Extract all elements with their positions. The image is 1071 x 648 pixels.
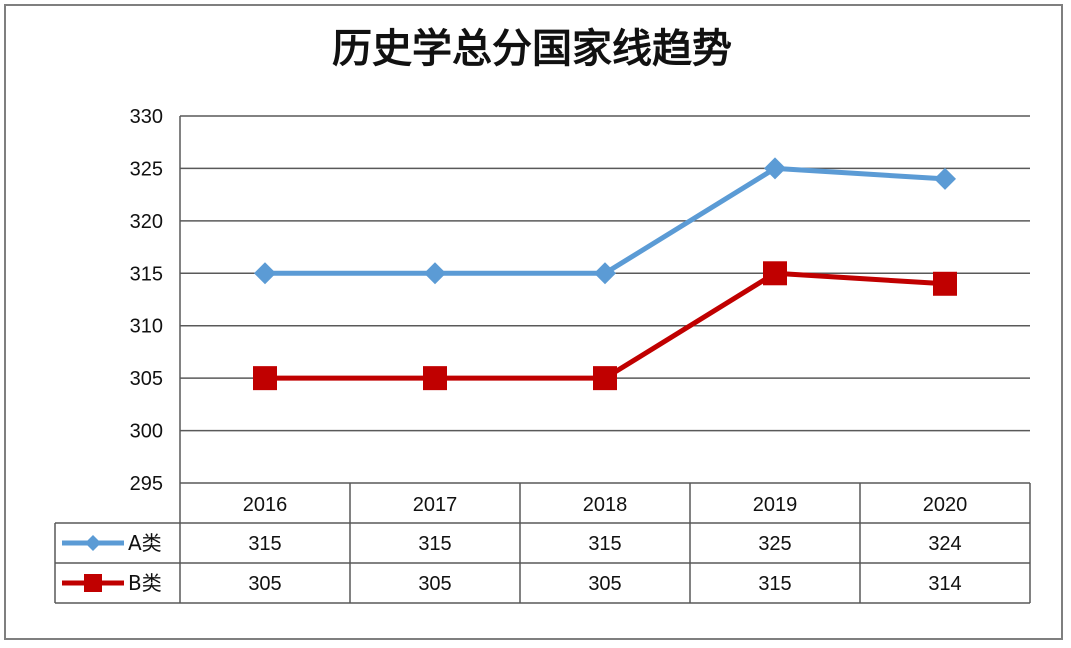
data-point-marker — [593, 366, 617, 391]
data-point-marker — [423, 366, 447, 391]
data-table-value: 305 — [248, 573, 281, 595]
y-tick-label: 300 — [130, 421, 163, 443]
chart-title: 历史学总分国家线趋势 — [332, 25, 732, 72]
legend-label: B类 — [128, 571, 162, 595]
x-tick-label: 2017 — [413, 494, 458, 516]
legend-label: A类 — [128, 531, 162, 555]
series-lines — [253, 157, 957, 391]
data-table-value: 305 — [588, 573, 621, 595]
x-tick-label: 2018 — [583, 494, 628, 516]
legend-marker — [85, 535, 101, 551]
y-tick-label: 325 — [130, 158, 163, 180]
data-table-value: 325 — [758, 533, 791, 555]
x-tick-label: 2019 — [753, 494, 798, 516]
data-table-value: 315 — [588, 533, 621, 555]
y-tick-label: 310 — [130, 316, 163, 338]
data-table-value: 305 — [418, 573, 451, 595]
data-point-marker — [594, 262, 616, 285]
data-table: A类 315 315 315 325 324 B类 305 305 305 315 314 — [54, 483, 1031, 604]
data-table-value: 315 — [248, 533, 281, 555]
data-table-value: 315 — [418, 533, 451, 555]
data-table-value: 314 — [928, 573, 961, 595]
y-tick-label: 305 — [130, 368, 163, 390]
data-point-marker — [254, 262, 276, 285]
data-table-value: 324 — [928, 533, 961, 555]
data-point-marker — [763, 261, 787, 286]
data-point-marker — [424, 262, 446, 285]
y-tick-label: 330 — [130, 106, 163, 128]
data-point-marker — [934, 167, 956, 190]
data-point-marker — [764, 157, 786, 180]
gridlines — [179, 115, 1030, 603]
x-tick-label: 2016 — [243, 494, 288, 516]
data-point-marker — [933, 271, 957, 296]
y-tick-label: 295 — [130, 473, 163, 495]
data-point-marker — [253, 366, 277, 391]
y-tick-label: 315 — [130, 263, 163, 285]
y-tick-label: 320 — [130, 211, 163, 233]
tick-labels: 295 300 305 310 315 320 325 330 2016 2017 2018 2019… — [130, 106, 968, 516]
legend-marker — [84, 574, 102, 592]
data-table-value: 315 — [758, 573, 791, 595]
x-tick-label: 2020 — [923, 494, 968, 516]
